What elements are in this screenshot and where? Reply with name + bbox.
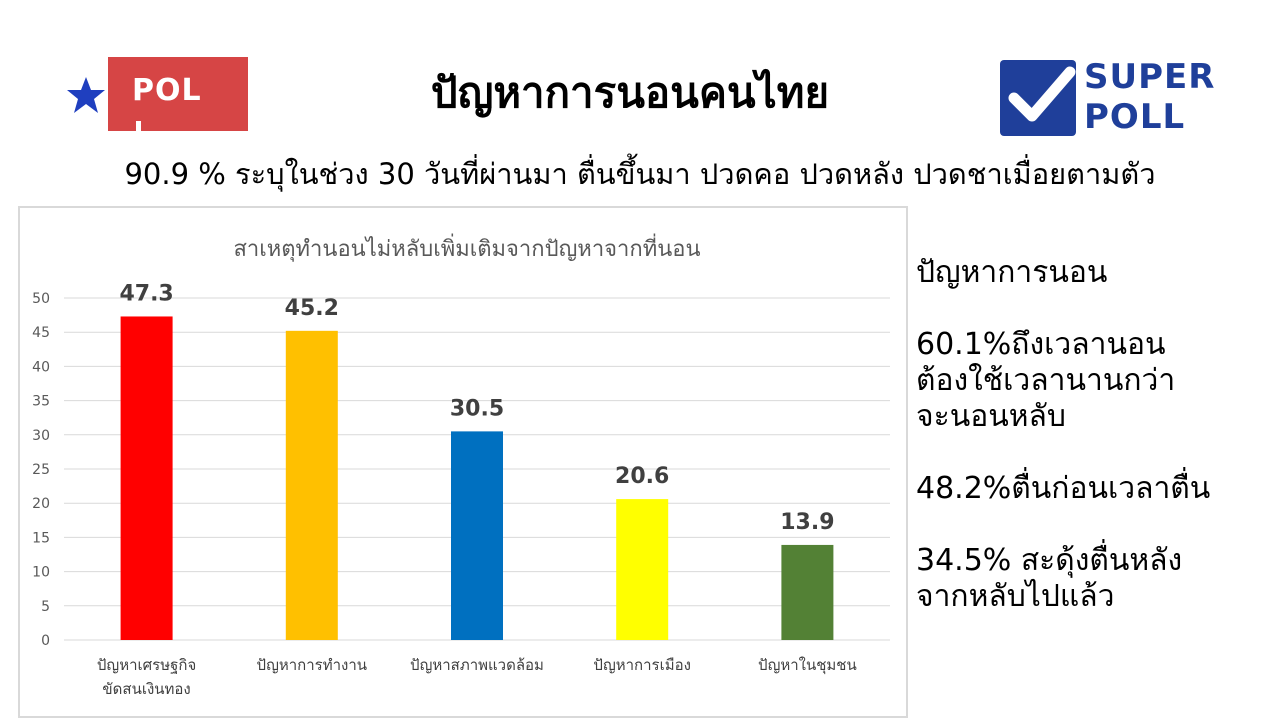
y-tick-label: 35 (32, 394, 50, 410)
bar-chart-frame: สาเหตุทำนอนไม่หลับเพิ่มเติมจากปัญหาจากที… (18, 206, 908, 718)
side-panel-line: 48.2%ตื่นก่อนเวลาตื่น (916, 471, 1211, 506)
side-panel-heading: ปัญหาการนอน (916, 255, 1108, 290)
super-poll-logo: SUPER POLL (1000, 58, 1240, 138)
page-title: ปัญหาการนอนคนไทย (430, 68, 830, 117)
side-panel-line: 60.1%ถึงเวลานอน (916, 327, 1166, 362)
bar (781, 544, 834, 640)
side-panel-line: 34.5% สะดุ้งตื่นหลัง (916, 543, 1183, 578)
super-poll-logo-line1: SUPER (1084, 57, 1216, 97)
y-tick-label: 15 (32, 530, 50, 546)
y-tick-label: 0 (41, 633, 50, 649)
pol-logo-box: POL (108, 57, 248, 131)
data-label: 30.5 (450, 396, 504, 421)
bar (285, 330, 338, 640)
checkmark-icon (1000, 60, 1076, 136)
data-label: 13.9 (780, 510, 834, 535)
side-panel-item: 60.1%ถึงเวลานอน ต้องใช้เวลานานกว่า จะนอน… (916, 327, 1276, 435)
data-label: 20.6 (615, 464, 669, 489)
star-icon (67, 77, 105, 113)
y-tick-label: 10 (32, 565, 50, 581)
pol-logo: POL (66, 57, 248, 131)
pol-logo-mark (136, 121, 141, 131)
pol-logo-text: POL (132, 73, 202, 108)
side-panel-line: ต้องใช้เวลานานกว่า (916, 363, 1176, 398)
x-tick-label: ขัดสนเงินทอง (102, 680, 190, 698)
side-panel-line: จะนอนหลับ (916, 399, 1066, 434)
side-panel: ปัญหาการนอน 60.1%ถึงเวลานอน ต้องใช้เวลาน… (916, 255, 1276, 651)
side-panel-item: 34.5% สะดุ้งตื่นหลัง จากหลับไปแล้ว (916, 543, 1276, 615)
page-subtitle: 90.9 % ระบุในช่วง 30 วันที่ผ่านมา ตื่นขึ… (124, 157, 1156, 191)
bar-chart: สาเหตุทำนอนไม่หลับเพิ่มเติมจากปัญหาจากที… (32, 233, 890, 698)
y-tick-label: 20 (32, 496, 50, 512)
data-label: 45.2 (285, 296, 339, 321)
x-tick-label: ปัญหาในชุมชน (758, 656, 857, 675)
y-tick-label: 25 (32, 462, 50, 478)
bar (120, 316, 173, 640)
x-tick-label: ปัญหาเศรษฐกิจ (97, 656, 196, 674)
side-panel-item: 48.2%ตื่นก่อนเวลาตื่น (916, 471, 1276, 507)
x-tick-label: ปัญหาการทำงาน (257, 656, 368, 674)
y-tick-label: 5 (41, 599, 50, 615)
y-tick-label: 30 (32, 428, 50, 444)
x-tick-label: ปัญหาสภาพแวดล้อม (410, 656, 544, 674)
y-tick-label: 45 (32, 325, 50, 341)
data-label: 47.3 (119, 281, 173, 306)
bar (451, 431, 503, 640)
chart-title: สาเหตุทำนอนไม่หลับเพิ่มเติมจากปัญหาจากที… (233, 233, 700, 262)
super-poll-logo-line2: POLL (1084, 97, 1186, 137)
side-panel-line: จากหลับไปแล้ว (916, 579, 1115, 614)
x-tick-label: ปัญหาการเมือง (593, 656, 691, 674)
y-tick-label: 50 (32, 291, 50, 307)
y-tick-label: 40 (32, 359, 50, 375)
bar (616, 499, 669, 640)
